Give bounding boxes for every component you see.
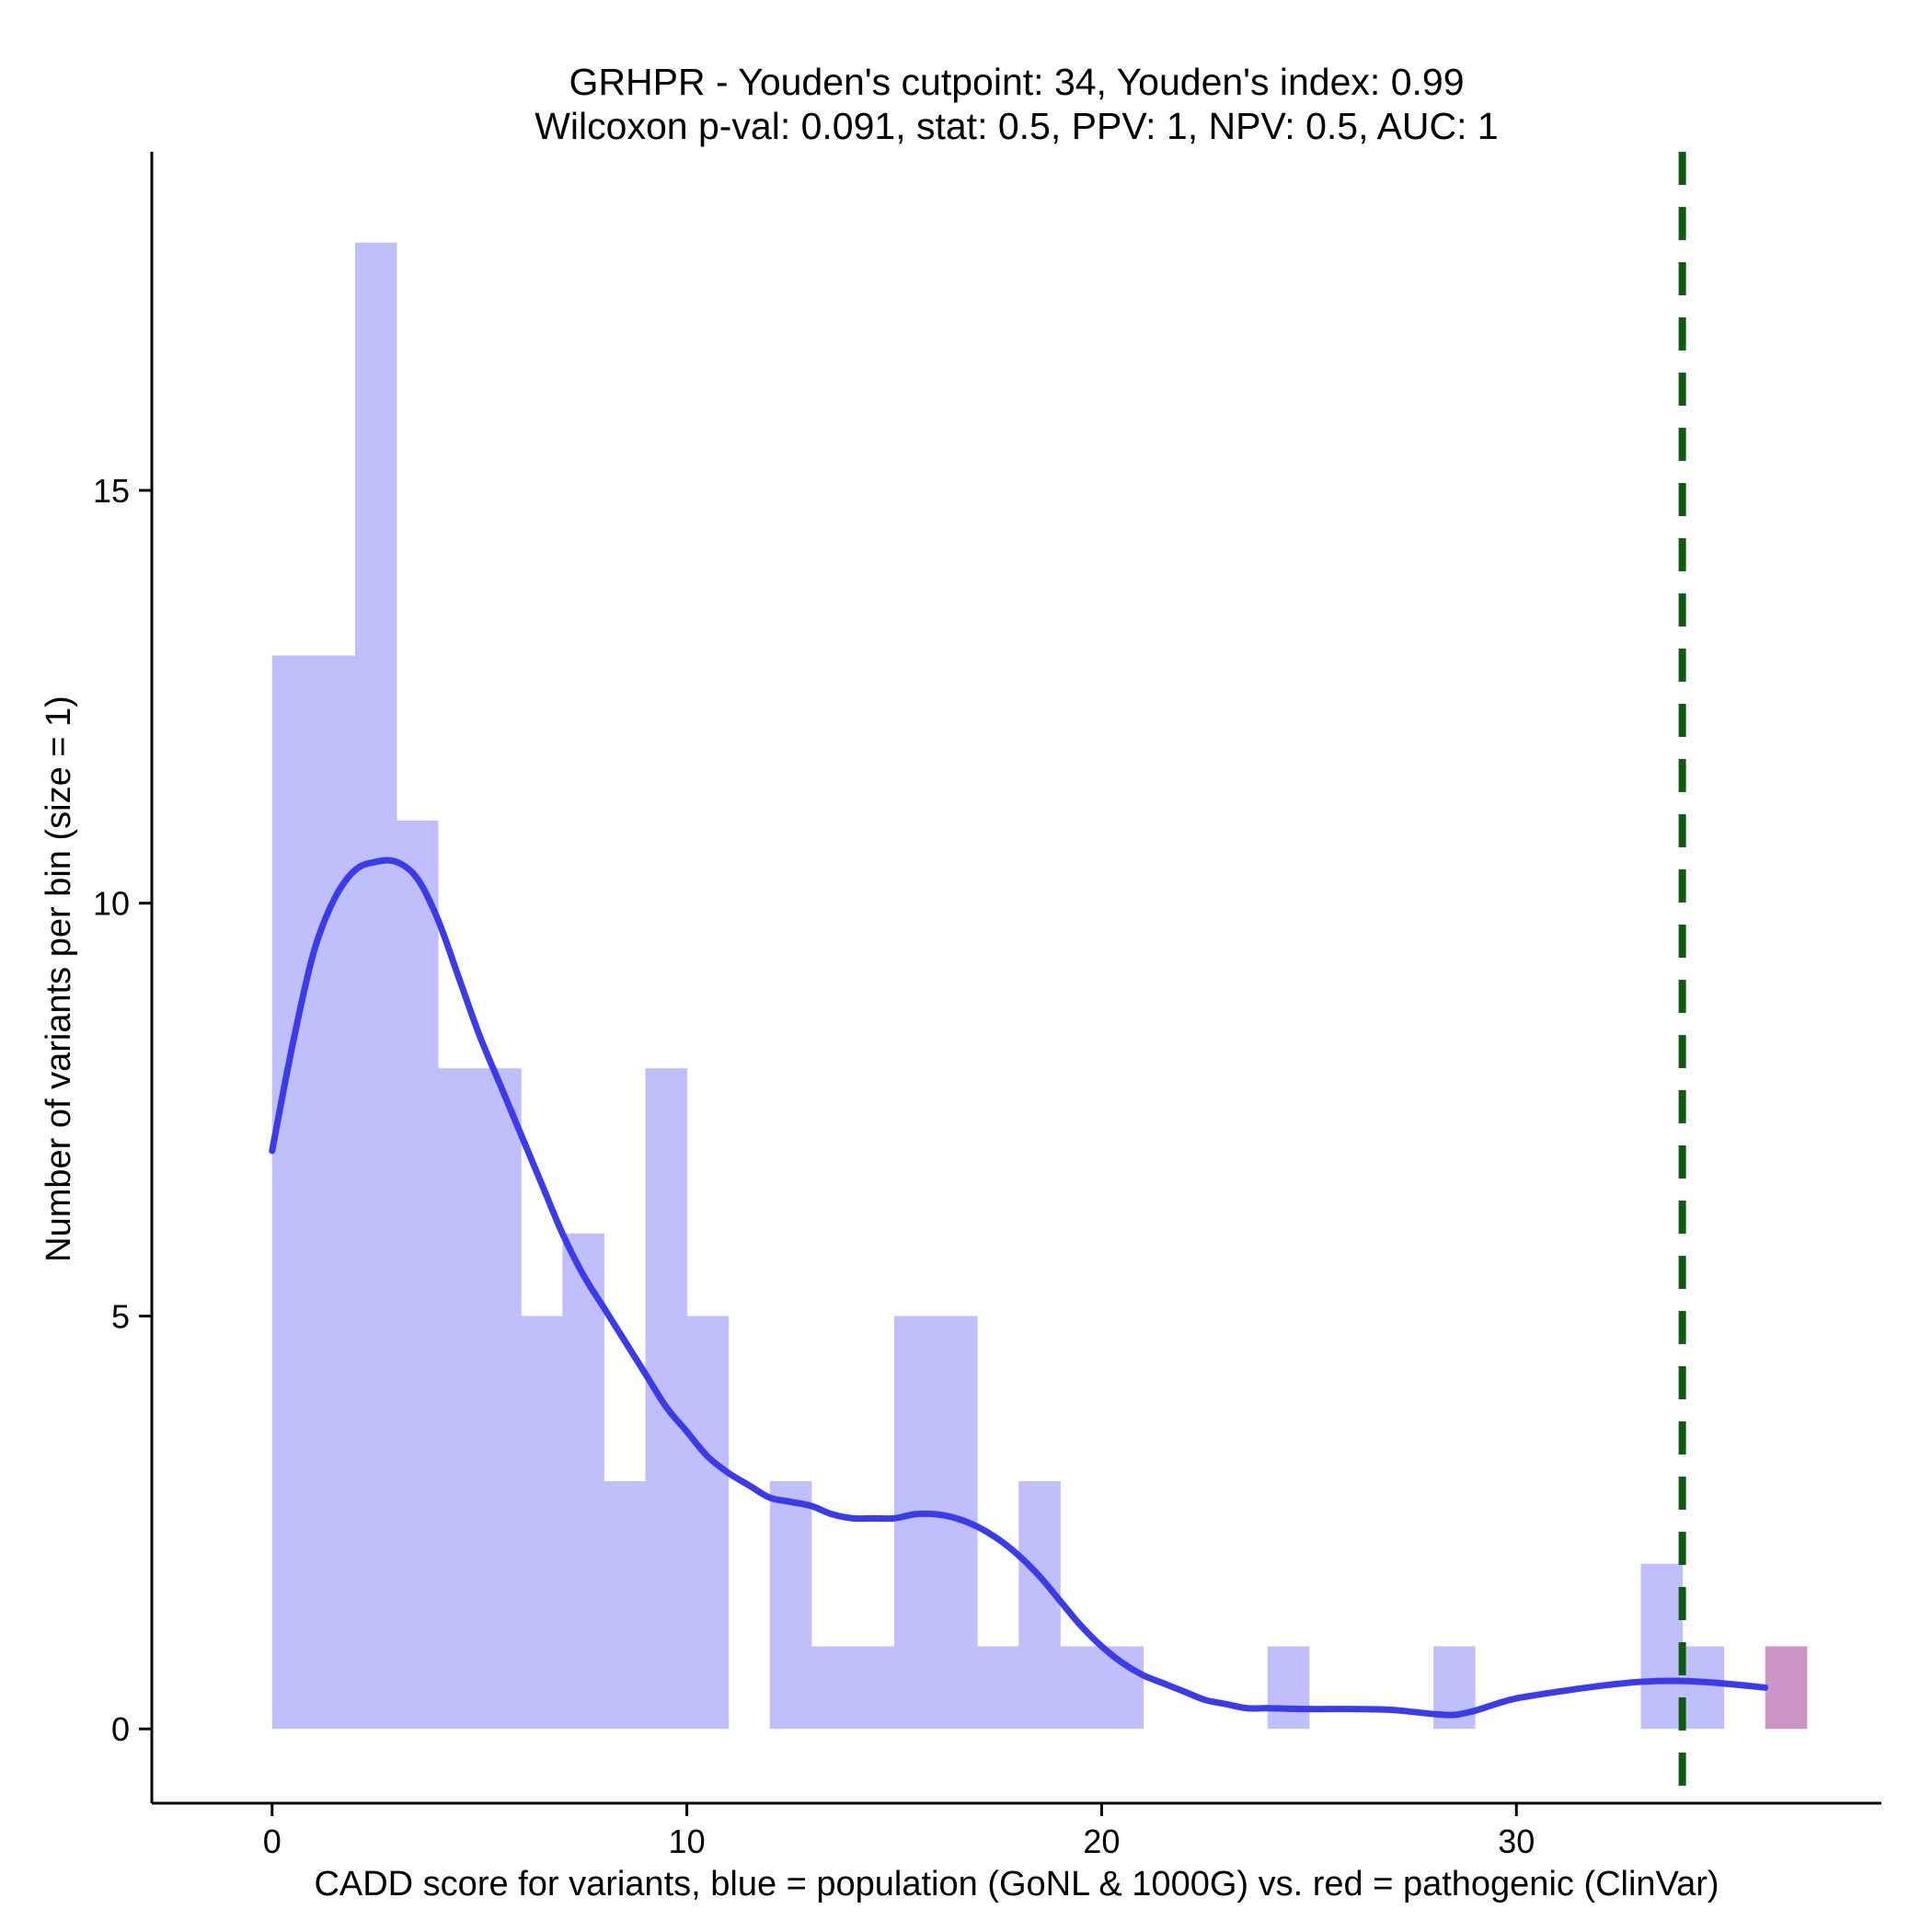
y-axis-label: Number of variants per bin (size = 1) bbox=[40, 696, 78, 1262]
x-axis-ticks: 0 10 20 30 bbox=[263, 1803, 1535, 1860]
population-bar-19 bbox=[1060, 1646, 1102, 1730]
y-axis-ticks: 0 5 10 15 bbox=[93, 472, 152, 1748]
population-bar-9 bbox=[645, 1068, 688, 1730]
x-tick-label: 20 bbox=[1083, 1823, 1120, 1860]
x-axis-label: CADD score for variants, blue = populati… bbox=[314, 1865, 1719, 1903]
x-tick-label: 0 bbox=[263, 1823, 282, 1860]
population-bar-24 bbox=[1267, 1646, 1310, 1730]
x-tick-label: 30 bbox=[1498, 1823, 1535, 1860]
population-bar-6 bbox=[521, 1316, 563, 1730]
chart-title-line-2: Wilcoxon p-val: 0.091, stat: 0.5, PPV: 1… bbox=[535, 105, 1499, 147]
population-bar-10 bbox=[686, 1316, 730, 1730]
population-bar-8 bbox=[604, 1480, 646, 1730]
pathogenic-bar-36 bbox=[1765, 1646, 1808, 1730]
population-bar-12 bbox=[769, 1480, 812, 1730]
y-tick-label: 15 bbox=[93, 472, 130, 510]
population-bar-14 bbox=[852, 1646, 895, 1730]
chart-title-line-1: GRHPR - Youden's cutpoint: 34, Youden's … bbox=[569, 61, 1464, 103]
population-bar-33 bbox=[1640, 1563, 1684, 1730]
population-bar-3 bbox=[396, 820, 439, 1730]
density-curve bbox=[269, 857, 1769, 1719]
population-bar-15 bbox=[894, 1316, 937, 1730]
population-bar-0 bbox=[271, 655, 315, 1730]
y-tick-label: 5 bbox=[111, 1297, 130, 1335]
population-bar-17 bbox=[977, 1646, 1019, 1730]
population-bar-4 bbox=[438, 1068, 480, 1730]
population-bar-5 bbox=[479, 1068, 522, 1730]
population-bar-20 bbox=[1101, 1646, 1144, 1730]
population-bar-18 bbox=[1018, 1480, 1061, 1730]
y-tick-label: 0 bbox=[111, 1710, 130, 1748]
population-bar-2 bbox=[354, 242, 397, 1730]
x-tick-label: 10 bbox=[669, 1823, 706, 1860]
y-tick-label: 10 bbox=[93, 885, 130, 923]
population-bar-7 bbox=[562, 1233, 604, 1730]
population-bar-34 bbox=[1682, 1646, 1725, 1730]
histogram-bars bbox=[271, 242, 1808, 1730]
population-bar-13 bbox=[811, 1646, 854, 1730]
axes bbox=[150, 152, 1881, 1805]
population-bar-1 bbox=[313, 655, 356, 1730]
